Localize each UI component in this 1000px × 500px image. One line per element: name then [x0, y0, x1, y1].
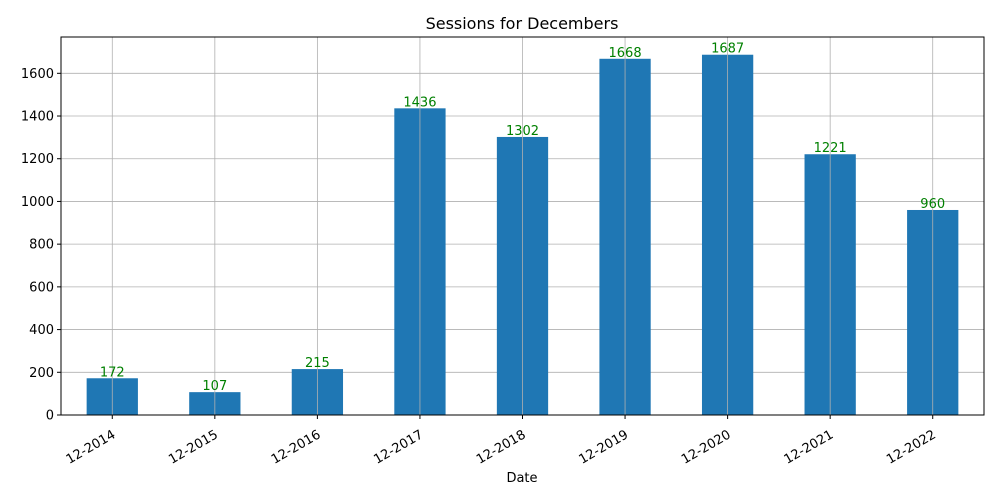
y-tick-label: 1600 [21, 67, 54, 82]
x-axis: 12-2014 12-2015 12-2016 12-2017 12-2018 12-20… [64, 415, 939, 468]
y-tick-label: 1200 [21, 152, 54, 167]
chart-title: Sessions for Decembers [426, 14, 619, 33]
x-tick-label: 12-2018 [474, 427, 529, 467]
y-tick-label: 1400 [21, 110, 54, 125]
x-tick-label: 12-2021 [782, 427, 837, 467]
x-tick-label: 12-2019 [577, 427, 632, 467]
bar-value-label: 1436 [403, 95, 436, 110]
x-tick-label: 12-2016 [269, 427, 324, 467]
bar-value-label: 960 [920, 197, 945, 212]
bar-value-label: 1302 [506, 124, 539, 139]
y-tick-label: 0 [46, 409, 54, 424]
bar-value-label: 107 [202, 379, 227, 394]
bar-value-label: 1221 [814, 141, 847, 156]
y-tick-label: 400 [29, 323, 54, 338]
y-tick-label: 600 [29, 280, 54, 295]
vertical-grid-lines [111, 37, 934, 415]
bar-value-label: 172 [100, 365, 125, 380]
x-tick-label: 12-2017 [371, 427, 426, 467]
x-tick-label: 12-2015 [166, 427, 221, 467]
y-tick-label: 1000 [21, 195, 54, 210]
x-tick-label: 12-2014 [64, 427, 119, 467]
data-labels: 172 107 215 1436 1302 1668 1687 1221 960 [100, 42, 945, 394]
y-tick-label: 200 [29, 366, 54, 381]
x-tick-label: 12-2020 [679, 427, 734, 467]
bar-value-label: 1668 [609, 46, 642, 61]
bar-value-label: 1687 [711, 42, 744, 57]
x-axis-label: Date [506, 471, 537, 486]
y-axis: 0 200 400 600 800 1000 1200 1400 1600 [21, 67, 61, 424]
bar-value-label: 215 [305, 356, 330, 371]
y-tick-label: 800 [29, 238, 54, 253]
x-tick-label: 12-2022 [884, 427, 939, 467]
